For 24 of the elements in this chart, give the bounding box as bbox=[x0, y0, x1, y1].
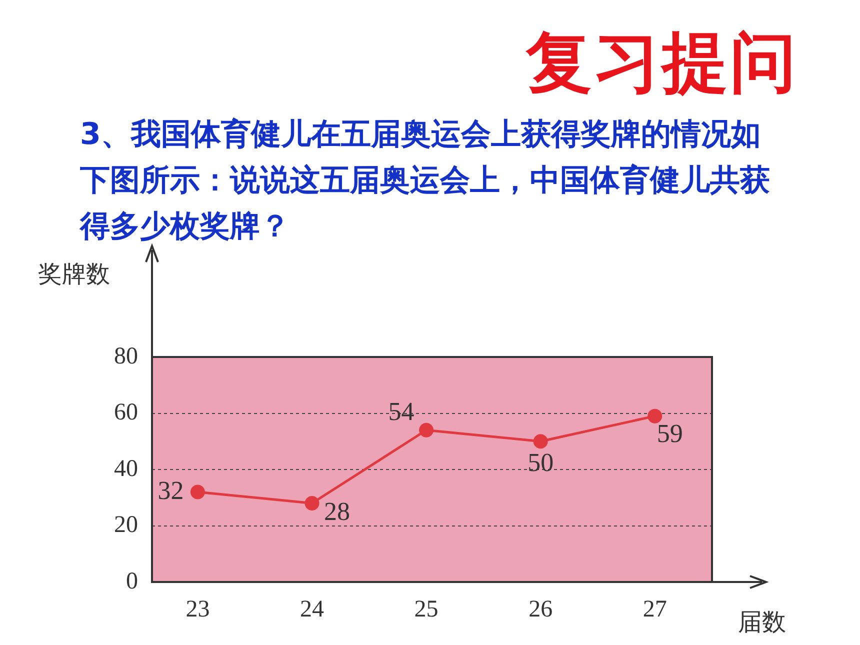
x-tick-label: 26 bbox=[528, 596, 553, 623]
data-label: 50 bbox=[528, 448, 554, 478]
data-label: 32 bbox=[158, 476, 184, 505]
point bbox=[190, 484, 205, 500]
point bbox=[533, 434, 548, 449]
data-label: 28 bbox=[324, 497, 350, 526]
x-axis-title: 届数 bbox=[738, 607, 786, 638]
y-tick-label: 0 bbox=[126, 568, 138, 594]
data-label: 54 bbox=[388, 396, 414, 426]
x-tick-label: 23 bbox=[186, 596, 210, 623]
y-tick-label: 40 bbox=[114, 456, 138, 482]
x-tick-label: 24 bbox=[300, 596, 324, 623]
y-tick-label: 20 bbox=[114, 512, 138, 538]
chart-title: 复习提问 bbox=[526, 23, 798, 103]
x-tick-label: 25 bbox=[414, 596, 438, 623]
point bbox=[648, 408, 662, 424]
y-axis-title: 奖牌数 bbox=[38, 259, 110, 290]
y-tick-label: 60 bbox=[114, 400, 138, 426]
data-label: 59 bbox=[656, 418, 683, 448]
chart-subtitle: 3、我国体育健儿在五届奥运会上获得奖牌的情况如下图所示：说说这五届奥运会上，中国体育健儿共获得多少枚奖牌？ bbox=[80, 116, 770, 246]
point bbox=[304, 496, 320, 510]
y-tick-label: 80 bbox=[114, 343, 138, 370]
x-tick-label: 27 bbox=[642, 596, 667, 623]
point bbox=[419, 422, 434, 438]
